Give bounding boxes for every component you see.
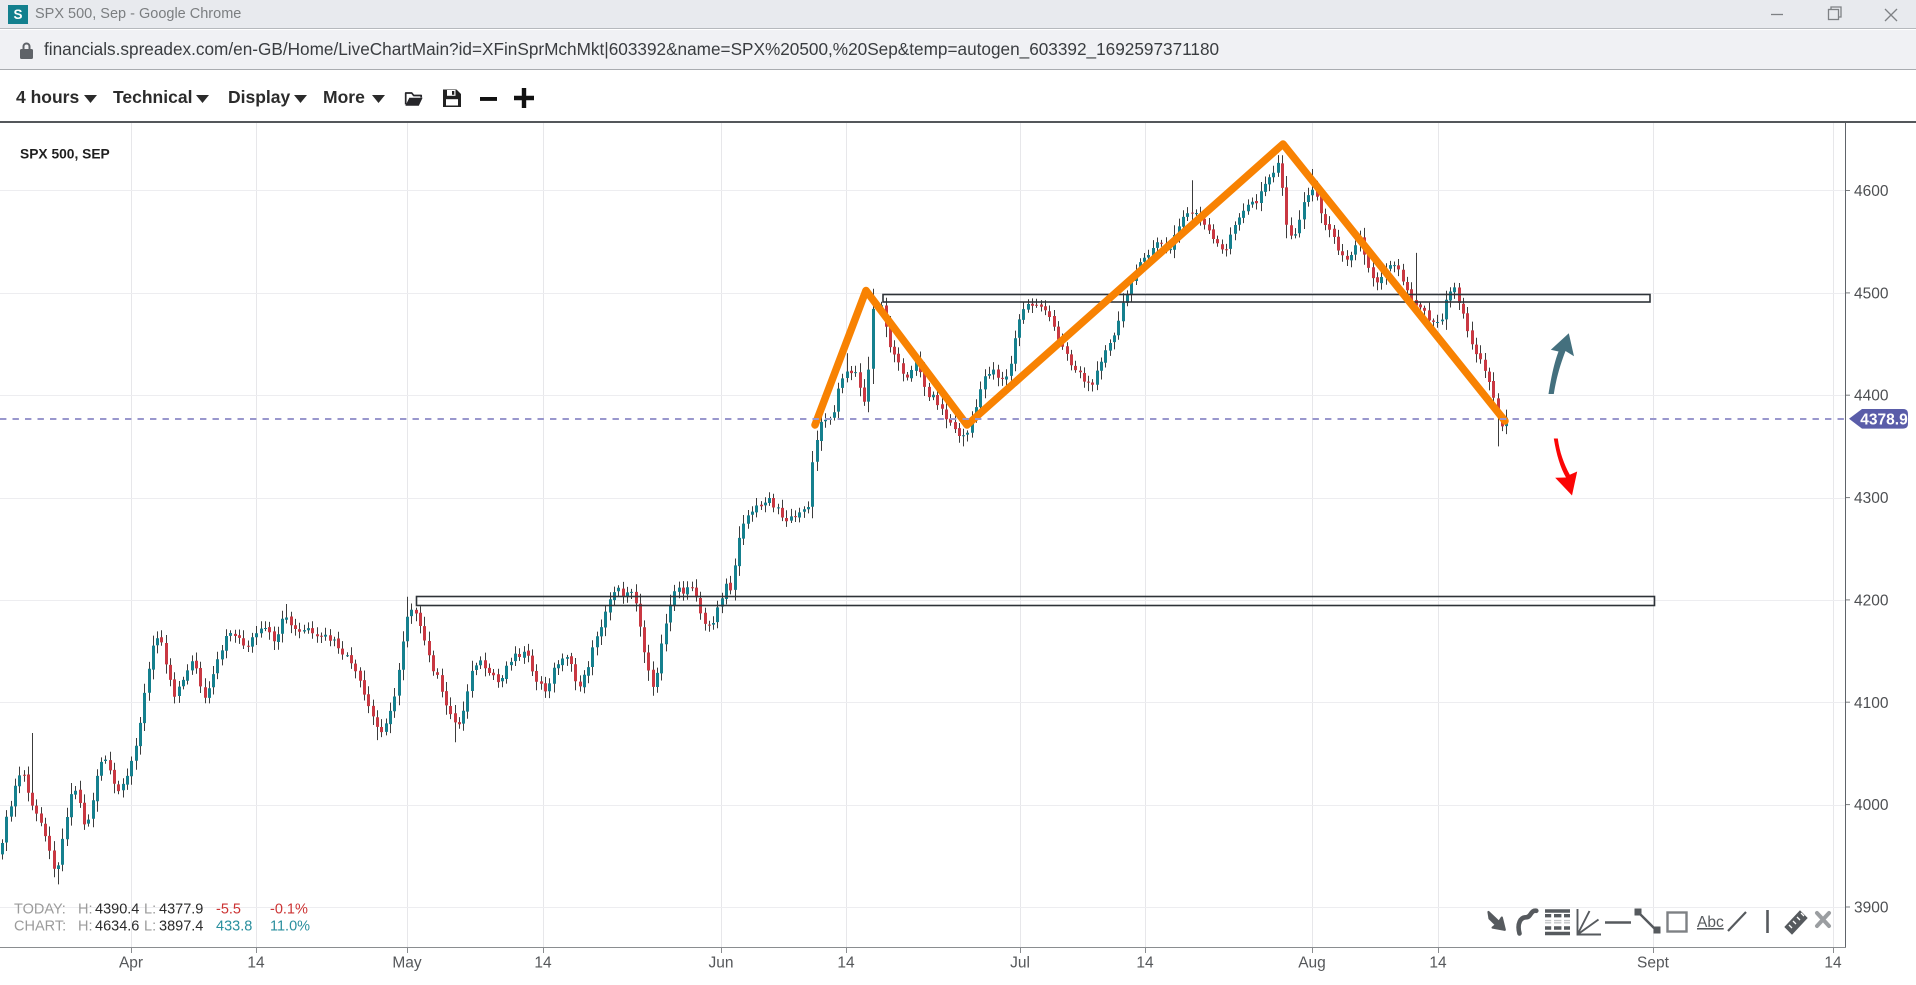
svg-text:4600: 4600 bbox=[1854, 183, 1889, 200]
svg-text:4300: 4300 bbox=[1854, 490, 1889, 507]
svg-text:H:: H: bbox=[78, 902, 93, 918]
svg-text:-5.5: -5.5 bbox=[216, 902, 241, 918]
svg-text:4377.9: 4377.9 bbox=[159, 902, 203, 918]
svg-text:L:: L: bbox=[144, 902, 156, 918]
svg-text:4500: 4500 bbox=[1854, 285, 1889, 302]
svg-text:May: May bbox=[392, 955, 422, 972]
svg-text:Apr: Apr bbox=[119, 955, 143, 972]
svg-text:14: 14 bbox=[247, 955, 265, 972]
svg-text:SPX 500, SEP: SPX 500, SEP bbox=[20, 147, 110, 162]
svg-text:4200: 4200 bbox=[1854, 592, 1889, 609]
svg-text:3900: 3900 bbox=[1854, 900, 1889, 917]
svg-text:Aug: Aug bbox=[1298, 955, 1326, 972]
svg-text:4378.9: 4378.9 bbox=[1860, 412, 1908, 429]
svg-text:14: 14 bbox=[1429, 955, 1447, 972]
svg-text:-0.1%: -0.1% bbox=[270, 902, 308, 918]
svg-text:3897.4: 3897.4 bbox=[159, 919, 203, 935]
svg-text:Jun: Jun bbox=[709, 955, 734, 972]
svg-text:TODAY:: TODAY: bbox=[14, 902, 66, 918]
svg-text:Sept: Sept bbox=[1637, 955, 1670, 972]
svg-text:4000: 4000 bbox=[1854, 797, 1889, 814]
svg-text:14: 14 bbox=[1824, 955, 1842, 972]
svg-text:4400: 4400 bbox=[1854, 388, 1889, 405]
svg-text:Abc: Abc bbox=[1697, 914, 1724, 931]
svg-text:11.0%: 11.0% bbox=[270, 919, 310, 935]
svg-text:14: 14 bbox=[837, 955, 855, 972]
svg-text:CHART:: CHART: bbox=[14, 919, 66, 935]
svg-text:4100: 4100 bbox=[1854, 695, 1889, 712]
svg-text:H:: H: bbox=[78, 919, 93, 935]
svg-text:4390.4: 4390.4 bbox=[95, 902, 139, 918]
svg-text:L:: L: bbox=[144, 919, 156, 935]
svg-text:14: 14 bbox=[534, 955, 552, 972]
svg-text:Jul: Jul bbox=[1010, 955, 1030, 972]
svg-text:433.8: 433.8 bbox=[216, 919, 252, 935]
svg-text:14: 14 bbox=[1136, 955, 1154, 972]
svg-text:4634.6: 4634.6 bbox=[95, 919, 139, 935]
